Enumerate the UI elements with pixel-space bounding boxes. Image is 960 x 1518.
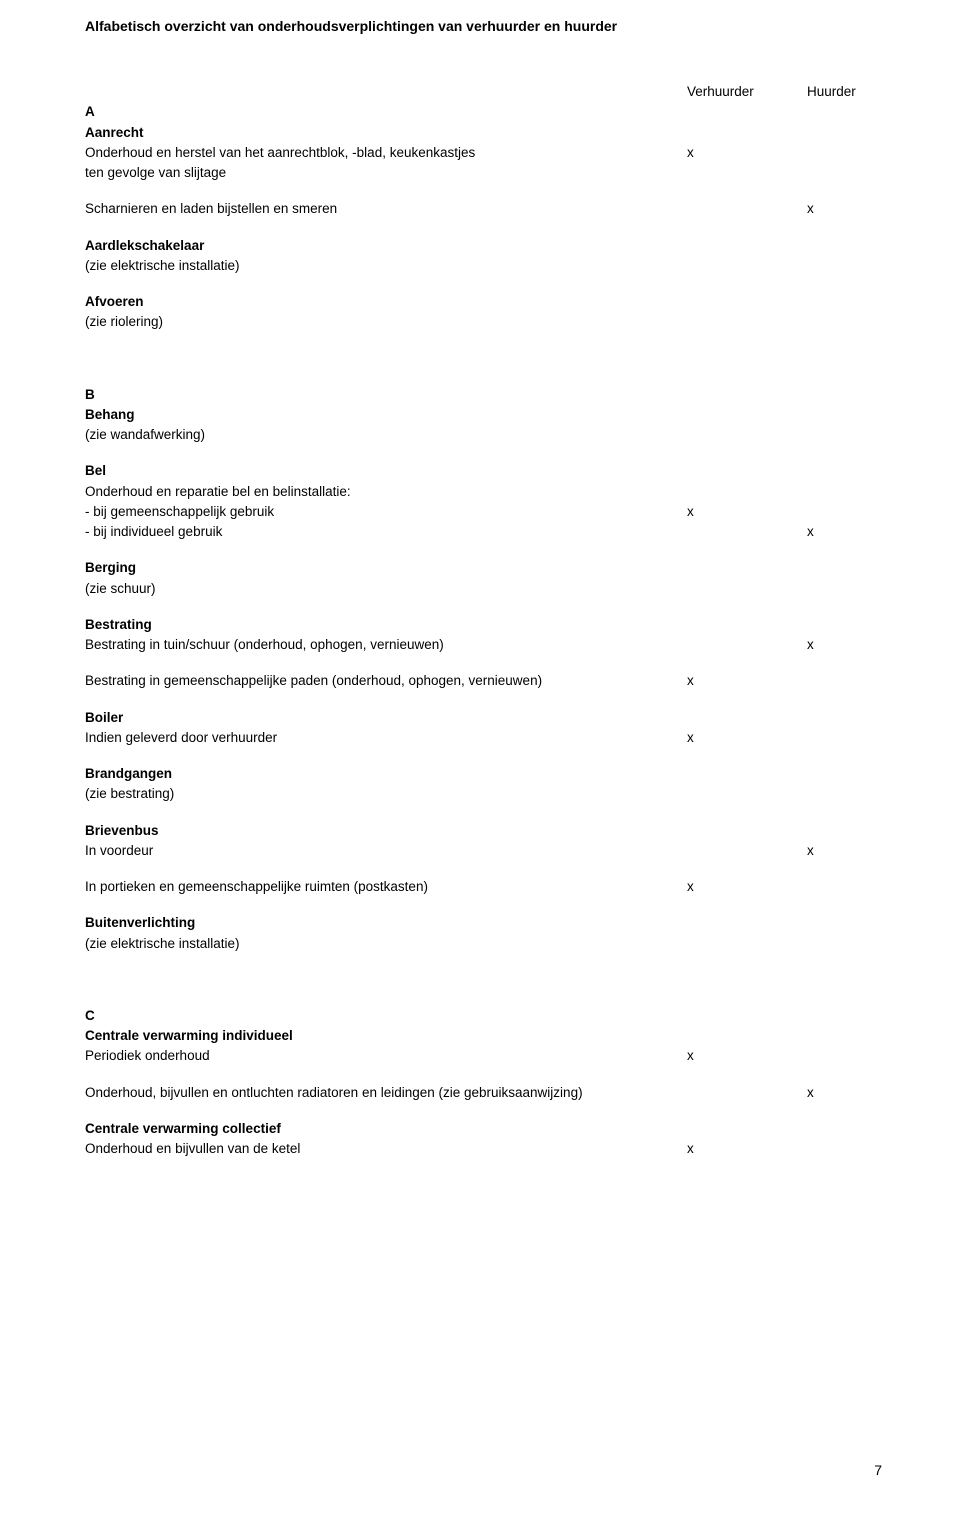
mark-bestrating-tuin-huurder: x (807, 635, 890, 655)
mark-boiler-verhuurder: x (687, 728, 807, 748)
heading-behang: Behang (85, 405, 687, 425)
mark-bestrating-paden-verhuurder: x (687, 671, 807, 691)
text-bel-l3: - bij individueel gebruik (85, 522, 687, 542)
text-aardlek-l1: (zie elektrische installatie) (85, 256, 687, 276)
heading-aanrecht: Aanrecht (85, 123, 687, 143)
text-brievenbus-l1: In voordeur (85, 841, 687, 861)
mark-cv-ind-ontluchten-huurder: x (807, 1083, 890, 1103)
text-brievenbus-l2: In portieken en gemeenschappelijke ruimt… (85, 877, 687, 897)
page-number: 7 (874, 1462, 882, 1478)
heading-bel: Bel (85, 461, 687, 481)
heading-berging: Berging (85, 558, 687, 578)
mark-cv-ind-periodiek-verhuurder: x (687, 1046, 807, 1066)
mark-scharnieren-huurder: x (807, 199, 890, 219)
text-bel-l1: Onderhoud en reparatie bel en belinstall… (85, 482, 687, 502)
heading-brandgangen: Brandgangen (85, 764, 687, 784)
text-brandgangen-l1: (zie bestrating) (85, 784, 687, 804)
maintenance-table: Verhuurder Huurder A Aanrecht Onderhoud … (85, 82, 890, 1159)
mark-brievenbus-voordeur-huurder: x (807, 841, 890, 861)
text-cv-col-l1: Onderhoud en bijvullen van de ketel (85, 1139, 687, 1159)
text-aanrecht-l1: Onderhoud en herstel van het aanrechtblo… (85, 143, 687, 163)
text-behang-l1: (zie wandafwerking) (85, 425, 687, 445)
text-bestrating-l1: Bestrating in tuin/schuur (onderhoud, op… (85, 635, 687, 655)
mark-bel-gemeen-verhuurder: x (687, 502, 807, 522)
section-letter-c: C (85, 1006, 687, 1026)
text-buitenverlichting-l1: (zie elektrische installatie) (85, 934, 687, 954)
text-bel-l2: - bij gemeenschappelijk gebruik (85, 502, 687, 522)
text-bestrating-l2: Bestrating in gemeenschappelijke paden (… (85, 671, 687, 691)
heading-afvoeren: Afvoeren (85, 292, 687, 312)
heading-buitenverlichting: Buitenverlichting (85, 913, 687, 933)
text-cv-ind-l2: Onderhoud, bijvullen en ontluchten radia… (85, 1083, 687, 1103)
col-header-huurder: Huurder (807, 82, 890, 102)
page-title: Alfabetisch overzicht van onderhoudsverp… (85, 18, 890, 34)
text-afvoeren-l1: (zie riolering) (85, 312, 687, 332)
mark-brievenbus-portiek-verhuurder: x (687, 877, 807, 897)
section-letter-b: B (85, 385, 687, 405)
section-letter-a: A (85, 102, 687, 122)
heading-cv-ind: Centrale verwarming individueel (85, 1026, 687, 1046)
heading-boiler: Boiler (85, 708, 687, 728)
mark-bel-indiv-huurder: x (807, 522, 890, 542)
mark-aanrecht-verhuurder: x (687, 143, 807, 163)
heading-brievenbus: Brievenbus (85, 821, 687, 841)
text-boiler-l1: Indien geleverd door verhuurder (85, 728, 687, 748)
mark-cv-col-verhuurder: x (687, 1139, 807, 1159)
text-cv-ind-l1: Periodiek onderhoud (85, 1046, 687, 1066)
text-berging-l1: (zie schuur) (85, 579, 687, 599)
text-aanrecht-l3: Scharnieren en laden bijstellen en smere… (85, 199, 687, 219)
heading-cv-col: Centrale verwarming collectief (85, 1119, 687, 1139)
heading-bestrating: Bestrating (85, 615, 687, 635)
col-header-verhuurder: Verhuurder (687, 82, 807, 102)
text-aanrecht-l2: ten gevolge van slijtage (85, 163, 687, 183)
heading-aardlek: Aardlekschakelaar (85, 236, 687, 256)
